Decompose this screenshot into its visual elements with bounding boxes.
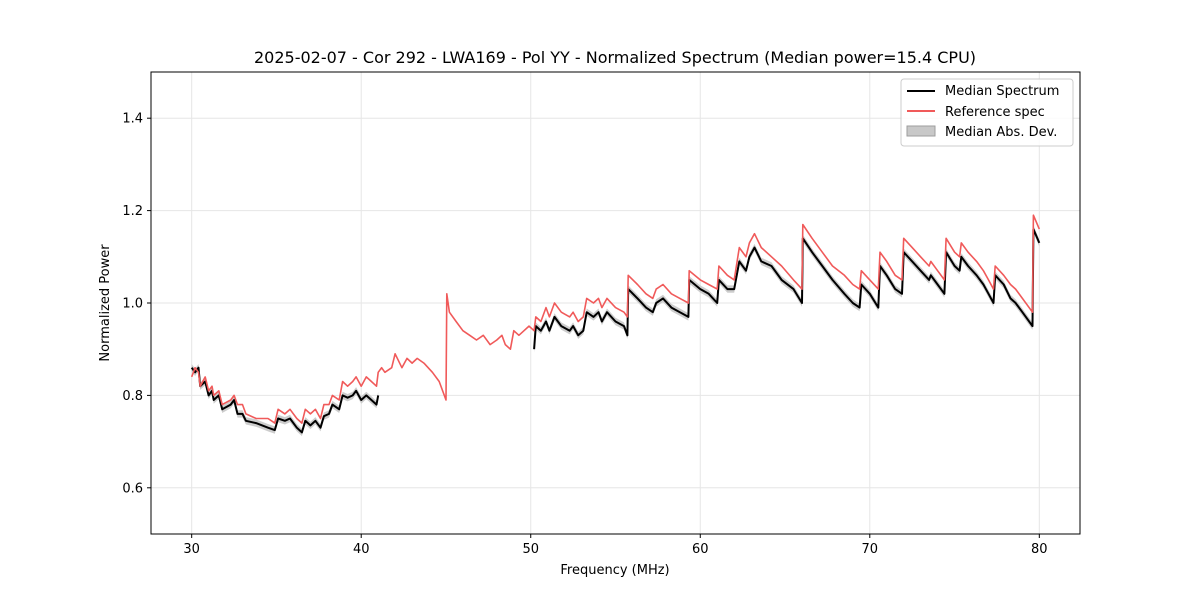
legend-reference-label: Reference spec	[945, 105, 1045, 120]
x-tick-label: 50	[522, 542, 539, 557]
y-axis-label: Normalized Power	[98, 244, 113, 362]
legend: Median Spectrum Reference spec Median Ab…	[900, 78, 1074, 147]
y-tick-label: 1.2	[122, 204, 143, 219]
legend-median-label: Median Spectrum	[945, 84, 1059, 99]
reference-spec-line	[190, 214, 1041, 424]
legend-mad-label: Median Abs. Dev.	[945, 125, 1057, 140]
chart-title: 2025-02-07 - Cor 292 - LWA169 - Pol YY -…	[254, 48, 976, 67]
x-tick-label: 30	[183, 542, 200, 557]
x-axis-label: Frequency (MHz)	[560, 563, 669, 578]
x-tick-label: 60	[692, 542, 709, 557]
series-lines	[190, 214, 1041, 434]
x-tick-label: 70	[862, 542, 879, 557]
x-tick-label: 40	[353, 542, 370, 557]
median-spectrum-line	[190, 366, 380, 434]
y-tick-label: 0.8	[122, 389, 143, 404]
legend-box	[900, 78, 1074, 147]
y-tick-label: 1.0	[122, 297, 143, 312]
y-axis-ticks: 0.6 0.8 1.0 1.2 1.4	[122, 112, 151, 496]
legend-mad-swatch	[906, 125, 936, 137]
x-tick-label: 80	[1031, 542, 1048, 557]
y-tick-label: 1.4	[122, 112, 143, 127]
y-tick-label: 0.6	[122, 481, 143, 496]
median-spectrum-line	[533, 228, 1041, 350]
x-axis-ticks: 30 40 50 60 70 80	[183, 534, 1048, 557]
